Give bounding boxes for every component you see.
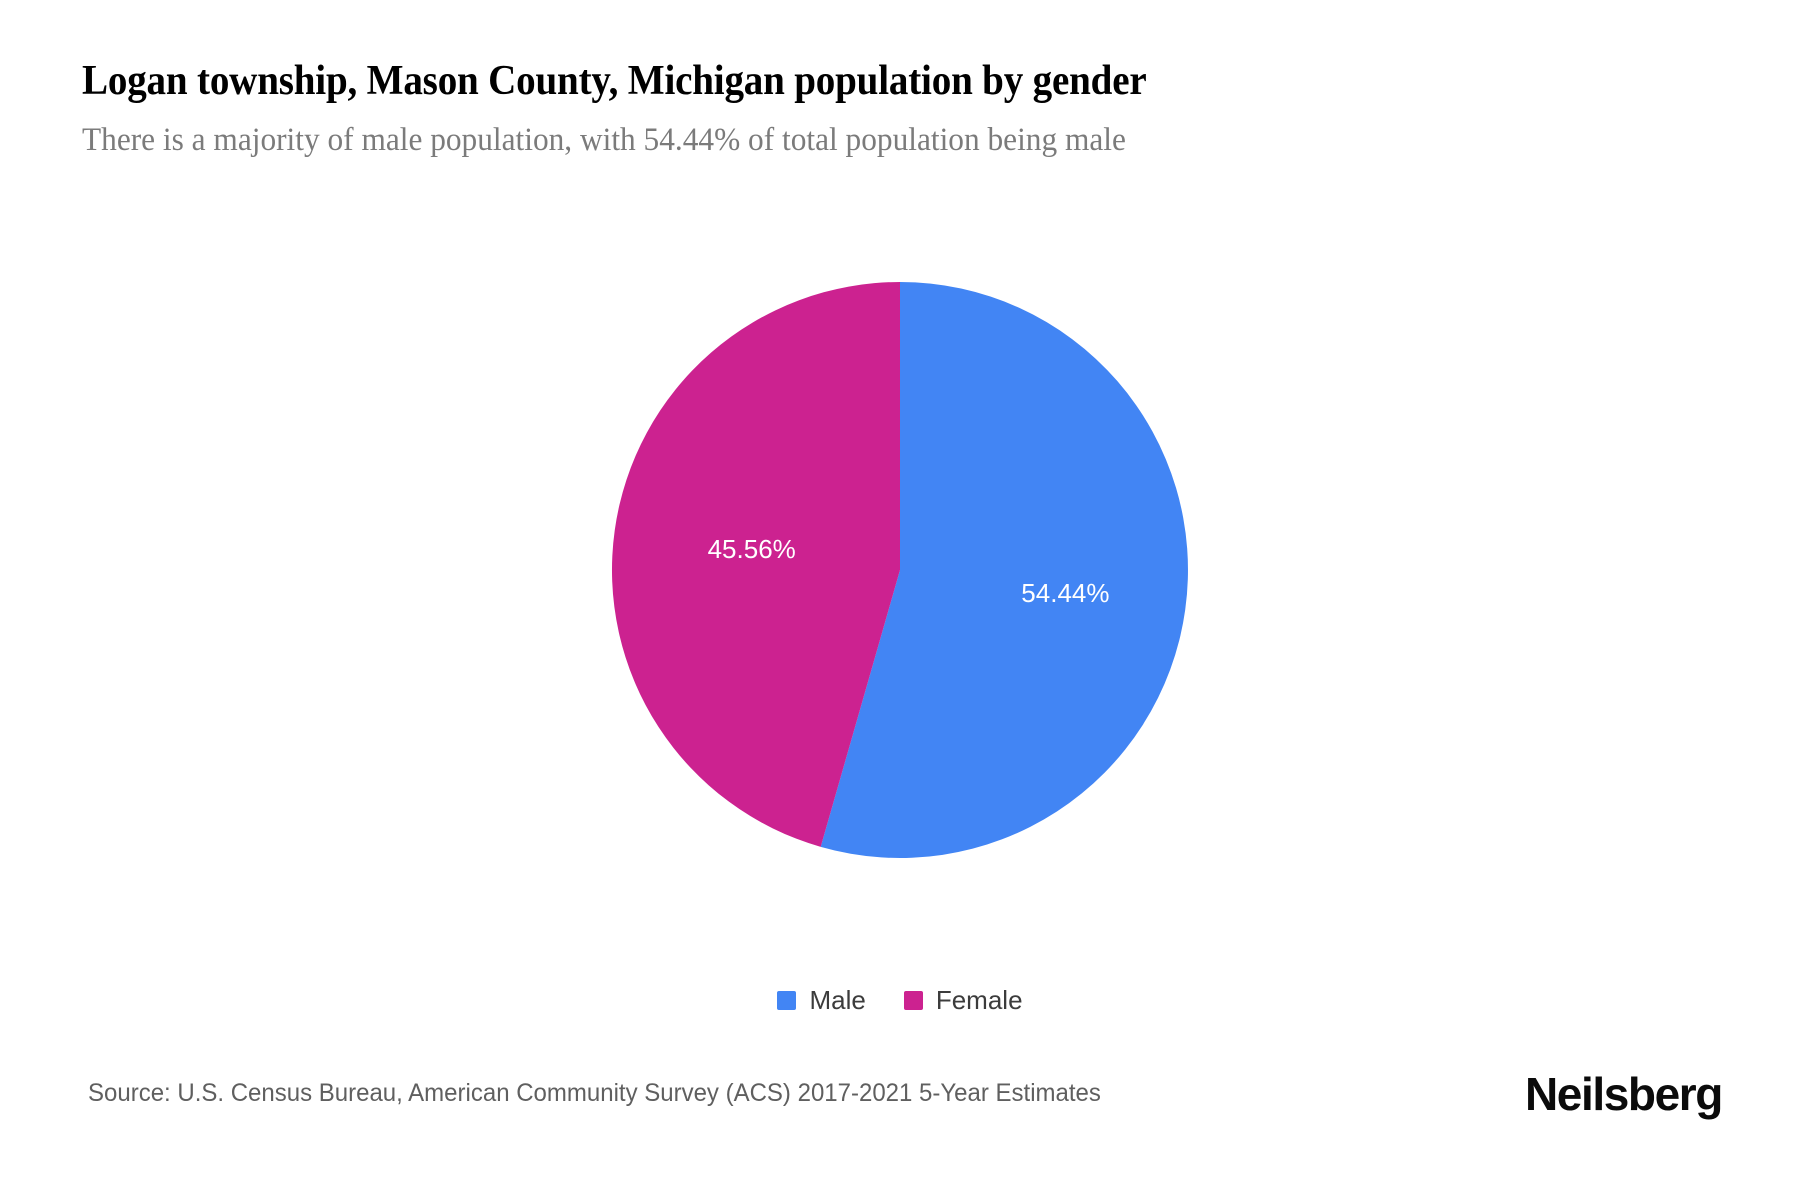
pie-slice-female[interactable] — [611, 281, 900, 847]
legend-label-male: Male — [809, 985, 866, 1015]
chart-subtitle: There is a majority of male population, … — [82, 122, 1126, 159]
page-title: Logan township, Mason County, Michigan p… — [82, 58, 1147, 104]
chart-header: Logan township, Mason County, Michigan p… — [82, 58, 1722, 160]
pie-slice-male[interactable] — [820, 282, 1188, 858]
legend-item-male[interactable]: Male — [777, 985, 866, 1016]
pie-label-male: 54.44% — [1021, 578, 1109, 608]
square-swatch-icon — [777, 991, 797, 1010]
pie-chart-svg: 54.44% 45.56% — [611, 281, 1188, 858]
pie-chart-area: 54.44% 45.56% — [0, 245, 1800, 925]
legend-item-female[interactable]: Female — [903, 985, 1023, 1016]
chart-legend: Male Female — [0, 985, 1800, 1016]
brand-logo: Neilsberg — [1524, 1068, 1723, 1120]
pie-label-female: 45.56% — [708, 534, 796, 564]
chart-footer: Source: U.S. Census Bureau, American Com… — [0, 1068, 1800, 1145]
legend-label-female: Female — [935, 985, 1023, 1015]
source-attribution: Source: U.S. Census Bureau, American Com… — [88, 1079, 1101, 1107]
square-swatch-icon — [903, 991, 923, 1010]
